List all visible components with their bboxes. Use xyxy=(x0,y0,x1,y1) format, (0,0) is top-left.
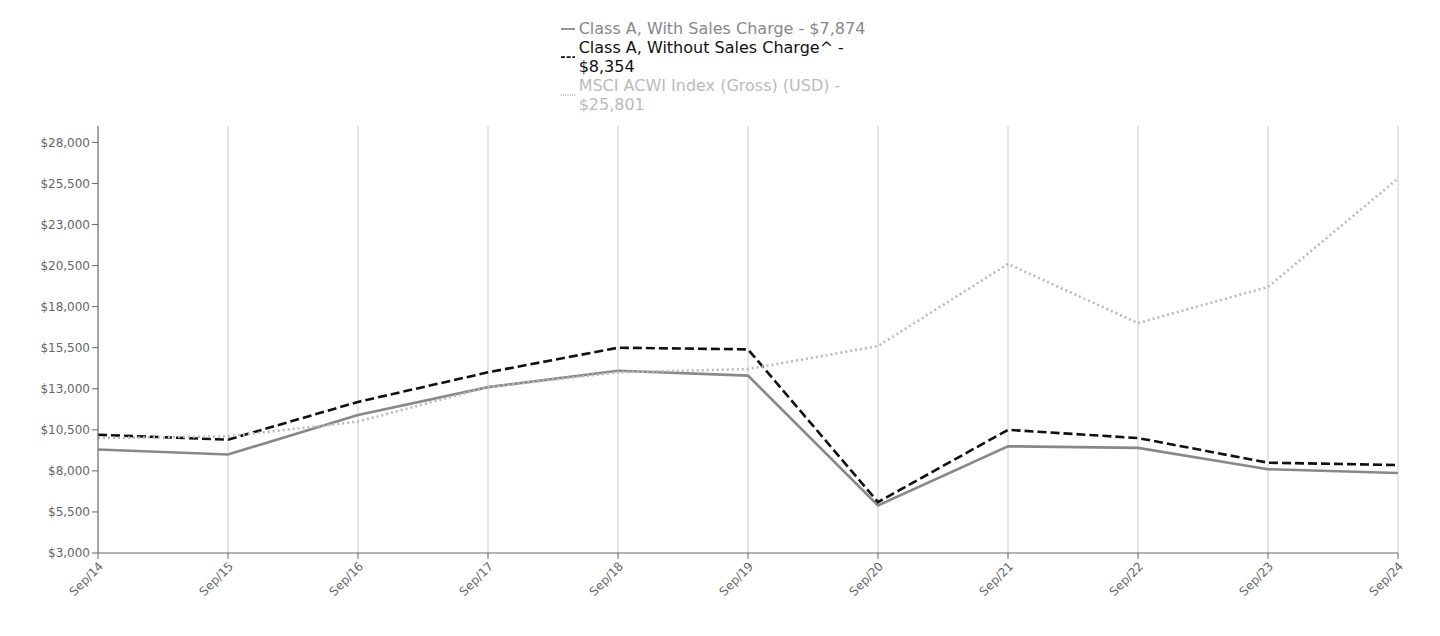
html-text:Class A, Without Sales Charge^: Class A, Without Sales Charge^ - $8,354 xyxy=(578,38,844,76)
svg-text:$5,500: $5,500 xyxy=(48,505,90,519)
svg-text:Sep/15: Sep/15 xyxy=(197,559,237,599)
svg-text:$20,500: $20,500 xyxy=(40,259,90,273)
svg-text:Sep/20: Sep/20 xyxy=(847,559,887,599)
svg-text:Sep/16: Sep/16 xyxy=(327,559,367,599)
html-text:Class A, With Sales Charge - $: Class A, With Sales Charge - $7,874 xyxy=(578,19,866,38)
svg-text:$8,000: $8,000 xyxy=(48,464,90,478)
svg-text:Sep/22: Sep/22 xyxy=(1107,559,1147,599)
svg-text:Sep/18: Sep/18 xyxy=(587,559,627,599)
svg-text:$28,000: $28,000 xyxy=(40,136,90,150)
svg-text:$13,000: $13,000 xyxy=(40,382,90,396)
svg-text:$23,000: $23,000 xyxy=(40,218,90,232)
svg-text:Sep/14: Sep/14 xyxy=(67,559,107,599)
svg-text:Sep/23: Sep/23 xyxy=(1237,559,1277,599)
html-text:MSCI ACWI Index (Gross) (USD): MSCI ACWI Index (Gross) (USD) - $25,801 xyxy=(578,76,841,114)
svg-text:Sep/21: Sep/21 xyxy=(977,559,1017,599)
svg-text:Sep/17: Sep/17 xyxy=(457,559,497,599)
svg-text:Sep/19: Sep/19 xyxy=(717,559,757,599)
svg-text:$10,500: $10,500 xyxy=(40,423,90,437)
svg-text:$25,500: $25,500 xyxy=(40,177,90,191)
svg-text:$15,500: $15,500 xyxy=(40,341,90,355)
svg-text:$3,000: $3,000 xyxy=(48,546,90,560)
svg-text:Sep/24: Sep/24 xyxy=(1367,559,1407,599)
svg-text:$18,000: $18,000 xyxy=(40,300,90,314)
